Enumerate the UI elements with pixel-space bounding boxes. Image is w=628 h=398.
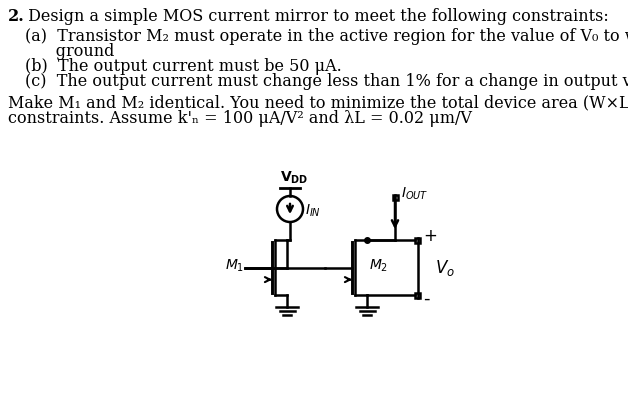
Text: (c)  The output current must change less than 1% for a change in output voltage : (c) The output current must change less … [25, 73, 628, 90]
Text: (b)  The output current must be 50 μA.: (b) The output current must be 50 μA. [25, 58, 342, 75]
Text: $M_1$: $M_1$ [225, 257, 244, 274]
Text: $I_{OUT}$: $I_{OUT}$ [401, 185, 428, 202]
Text: $M_2$: $M_2$ [369, 257, 388, 274]
Text: Design a simple MOS current mirror to meet the following constraints:: Design a simple MOS current mirror to me… [23, 8, 609, 25]
Bar [392, 195, 398, 200]
Text: Make M₁ and M₂ identical. You need to minimize the total device area (W×L) withi: Make M₁ and M₂ identical. You need to mi… [8, 95, 628, 112]
Bar [415, 293, 420, 297]
Text: constraints. Assume k'ₙ = 100 μA/V² and λL = 0.02 μm/V: constraints. Assume k'ₙ = 100 μA/V² and … [8, 110, 472, 127]
Bar [415, 238, 420, 242]
Text: $V_o$: $V_o$ [435, 258, 455, 277]
Text: -: - [423, 290, 430, 308]
Text: $\mathbf{V_{DD}}$: $\mathbf{V_{DD}}$ [280, 170, 308, 186]
Text: (a)  Transistor M₂ must operate in the active region for the value of V₀ to with: (a) Transistor M₂ must operate in the ac… [25, 28, 628, 45]
Text: 2.: 2. [8, 8, 24, 25]
Text: $I_{IN}$: $I_{IN}$ [305, 203, 321, 219]
Text: +: + [423, 227, 437, 245]
Text: ground: ground [25, 43, 114, 60]
